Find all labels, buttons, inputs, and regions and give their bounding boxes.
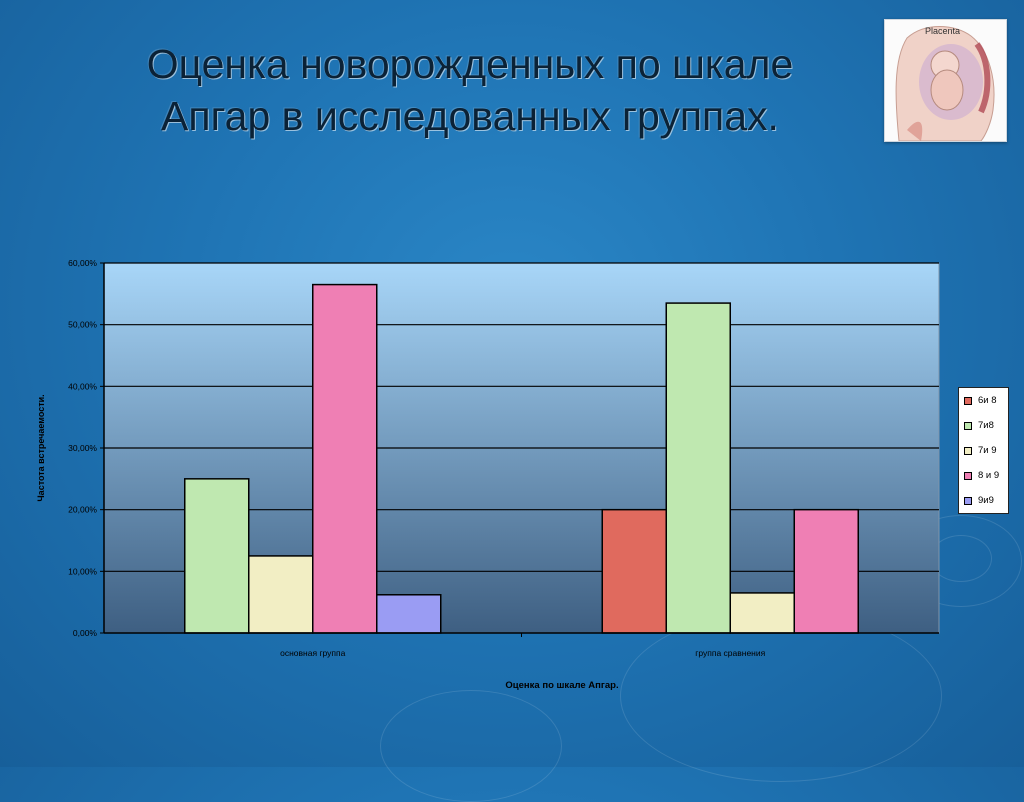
legend-label: 9и9 bbox=[978, 495, 994, 506]
legend-item: 6и 8 bbox=[959, 388, 1008, 413]
y-tick-label: 10,00% bbox=[68, 566, 97, 576]
bar-0-1 bbox=[184, 478, 250, 634]
placenta-label: Placenta bbox=[925, 26, 960, 36]
x-tick-label: основная группа bbox=[280, 648, 345, 658]
y-tick-label: 30,00% bbox=[68, 443, 97, 453]
legend-swatch bbox=[964, 446, 972, 455]
placenta-illustration: Placenta bbox=[884, 19, 1007, 142]
bar-1-2 bbox=[729, 592, 795, 634]
y-tick-label: 60,00% bbox=[68, 258, 97, 268]
y-tick-label: 0,00% bbox=[73, 628, 98, 638]
legend-label: 7и8 bbox=[978, 420, 994, 431]
legend-item: 8 и 9 bbox=[959, 463, 1008, 488]
bar-1-0 bbox=[601, 508, 667, 634]
y-tick-labels: 0,00% 10,00% 20,00% 30,00% 40,00% 50,00% 60,00… bbox=[68, 258, 104, 638]
y-tick-label: 50,00% bbox=[68, 320, 97, 330]
bar-0-2 bbox=[248, 555, 314, 634]
bar-0-4 bbox=[376, 594, 442, 634]
legend-label: 6и 8 bbox=[978, 395, 997, 406]
y-tick-label: 40,00% bbox=[68, 381, 97, 391]
y-axis-label: Частота встречаемости. bbox=[36, 394, 46, 501]
legend-label: 7и 9 bbox=[978, 445, 997, 456]
y-tick-label: 20,00% bbox=[68, 505, 97, 515]
chart-legend: 6и 8 7и8 7и 9 8 и 9 9и9 bbox=[958, 387, 1009, 514]
bar-1-1 bbox=[665, 302, 731, 634]
bar-1-3 bbox=[793, 508, 859, 634]
legend-swatch bbox=[964, 421, 972, 430]
legend-swatch bbox=[964, 471, 972, 480]
legend-swatch bbox=[964, 396, 972, 405]
x-axis-label: Оценка по шкале Апгар. bbox=[505, 680, 618, 691]
legend-item: 7и 9 bbox=[959, 438, 1008, 463]
x-tick-labels: основная группа группа сравнения bbox=[280, 633, 766, 658]
bar-chart: 0,00% 10,00% 20,00% 30,00% 40,00% 50,00% 60,00… bbox=[36, 258, 940, 691]
legend-item: 9и9 bbox=[959, 488, 1008, 513]
slide-title-line-2: Апгар в исследованных группах. bbox=[161, 93, 779, 139]
legend-swatch bbox=[964, 496, 972, 505]
x-tick-label: группа сравнения bbox=[695, 648, 765, 658]
bars bbox=[184, 283, 859, 634]
slide-title: Оценка новорожденных по шкале Апгар в ис… bbox=[60, 38, 880, 142]
legend-label: 8 и 9 bbox=[978, 470, 1000, 481]
legend-item: 7и8 bbox=[959, 413, 1008, 438]
fetus-illustration-icon: Placenta bbox=[885, 20, 1006, 142]
bar-0-3 bbox=[312, 283, 378, 634]
slide-title-line-1: Оценка новорожденных по шкале bbox=[146, 41, 794, 87]
